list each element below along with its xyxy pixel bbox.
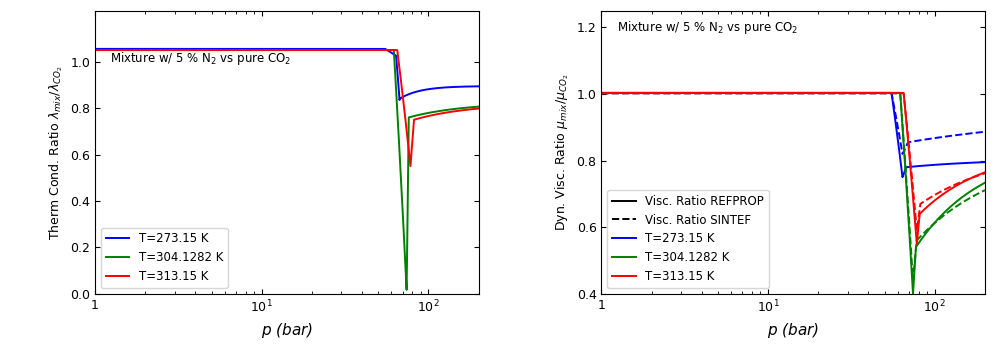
T=304.1282 K	[133, 48, 145, 52]
T=273.15 K	[424, 87, 436, 91]
T=313.15 K	[424, 114, 436, 118]
T=313.15 K	[89, 48, 101, 52]
T=313.15 K	[236, 48, 248, 52]
Text: Mixture w/ 5 % N$_2$ vs pure CO$_2$: Mixture w/ 5 % N$_2$ vs pure CO$_2$	[617, 19, 798, 36]
T=273.15 K	[236, 47, 248, 51]
T=313.15 K	[404, 164, 416, 168]
T=273.15 K	[465, 84, 477, 89]
T=304.1282 K	[401, 288, 413, 292]
T=273.15 K	[89, 47, 101, 51]
X-axis label: $p$ (bar): $p$ (bar)	[767, 321, 819, 340]
T=304.1282 K	[156, 48, 168, 52]
T=313.15 K	[473, 106, 485, 111]
Line: T=313.15 K: T=313.15 K	[95, 50, 479, 166]
T=273.15 K	[473, 84, 485, 88]
T=273.15 K	[253, 47, 265, 51]
T=273.15 K	[133, 47, 145, 51]
T=304.1282 K	[89, 48, 101, 52]
X-axis label: $p$ (bar): $p$ (bar)	[261, 321, 313, 340]
T=304.1282 K	[465, 105, 477, 109]
T=304.1282 K	[253, 48, 265, 52]
T=313.15 K	[133, 48, 145, 52]
T=273.15 K	[156, 47, 168, 51]
T=304.1282 K	[473, 105, 485, 109]
T=313.15 K	[253, 48, 265, 52]
T=313.15 K	[156, 48, 168, 52]
Legend: Visc. Ratio REFPROP, Visc. Ratio SINTEF, T=273.15 K, T=304.1282 K, T=313.15 K: Visc. Ratio REFPROP, Visc. Ratio SINTEF,…	[607, 190, 769, 288]
T=313.15 K	[465, 107, 477, 111]
Legend: T=273.15 K, T=304.1282 K, T=313.15 K: T=273.15 K, T=304.1282 K, T=313.15 K	[101, 228, 228, 288]
T=304.1282 K	[424, 111, 436, 115]
T=304.1282 K	[236, 48, 248, 52]
Line: T=273.15 K: T=273.15 K	[95, 49, 479, 100]
Y-axis label: Therm Cond. Ratio $\lambda_{mix}/\lambda_{CO_2}$: Therm Cond. Ratio $\lambda_{mix}/\lambda…	[47, 65, 65, 240]
Text: Mixture w/ 5 % N$_2$ vs pure CO$_2$: Mixture w/ 5 % N$_2$ vs pure CO$_2$	[110, 50, 292, 67]
Line: T=304.1282 K: T=304.1282 K	[95, 50, 479, 290]
Y-axis label: Dyn. Visc. Ratio $\mu_{mix}/\mu_{CO_2}$: Dyn. Visc. Ratio $\mu_{mix}/\mu_{CO_2}$	[553, 74, 571, 231]
T=273.15 K	[394, 98, 406, 102]
